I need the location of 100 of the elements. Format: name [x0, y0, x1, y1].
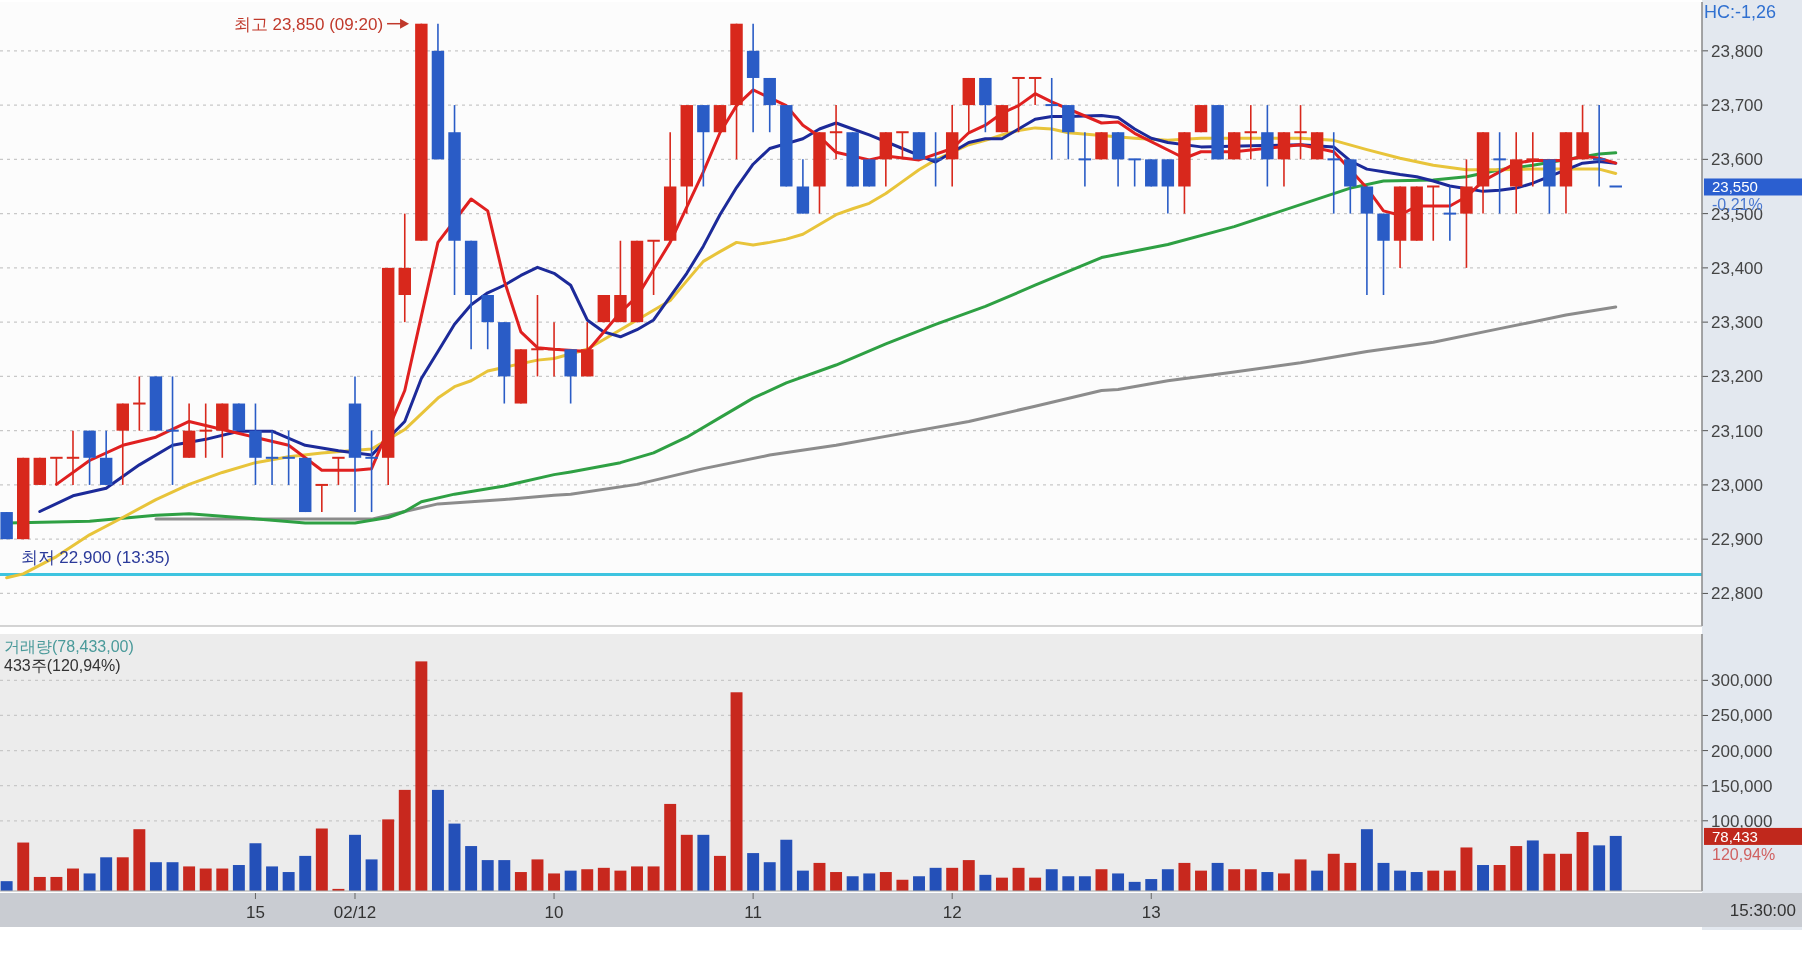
x-tick-label: 12	[942, 903, 962, 922]
bar	[531, 859, 544, 891]
text: 23,550	[1712, 178, 1758, 196]
bar	[1045, 869, 1058, 891]
candlestick	[1128, 158, 1141, 188]
candlestick	[929, 131, 942, 188]
bar	[548, 873, 561, 891]
bar	[1012, 867, 1025, 891]
text: HC:-1,26	[1704, 2, 1777, 22]
bar	[50, 876, 63, 891]
x-tick-label: 02/12	[333, 903, 377, 922]
bar	[282, 872, 295, 891]
y-tick-label: 22,900	[1711, 530, 1763, 550]
candlestick	[1427, 185, 1440, 242]
bar	[166, 862, 179, 891]
bar	[100, 857, 113, 891]
bar	[1593, 845, 1606, 891]
bar	[1460, 847, 1473, 891]
y-tick-label: 200,000	[1711, 741, 1773, 761]
candlestick	[1443, 185, 1457, 242]
y-tick-label: 250,000	[1711, 706, 1773, 726]
bar	[581, 869, 594, 891]
candlestick	[365, 429, 378, 513]
candlestick	[315, 483, 329, 513]
candlestick	[1526, 131, 1540, 188]
candlestick	[166, 375, 179, 486]
bar	[183, 866, 196, 891]
bar	[33, 876, 46, 891]
bar	[382, 819, 395, 891]
bar	[1112, 873, 1125, 891]
bar	[713, 855, 726, 891]
line-series	[154, 305, 1618, 521]
bar	[448, 823, 461, 891]
bar	[299, 855, 312, 891]
annotation: 최고 23,850 (09:20)	[233, 14, 384, 34]
text: 15:30:00	[1729, 901, 1796, 920]
y-tick-label: 22,800	[1711, 584, 1763, 604]
bar	[631, 866, 643, 891]
bar	[1576, 832, 1589, 891]
y-tick-label: 23,300	[1711, 313, 1763, 333]
x-tick-label: 11	[744, 903, 762, 922]
x-tick-label: 13	[1141, 903, 1161, 922]
annotation: 거래량(78,433,00)	[4, 638, 134, 655]
candlestick	[199, 402, 212, 459]
candlestick	[1327, 131, 1340, 215]
bar	[1277, 873, 1290, 891]
text: 120,94%	[1712, 845, 1776, 863]
y-tick-label: 23,700	[1711, 96, 1763, 116]
y-tick-label: 23,200	[1711, 367, 1763, 387]
bar	[1609, 835, 1622, 891]
bar	[266, 866, 279, 891]
bar	[1526, 840, 1539, 891]
bar	[1560, 853, 1572, 891]
bar	[116, 857, 129, 891]
bar	[929, 867, 942, 891]
bar	[17, 842, 30, 891]
candlestick	[1078, 131, 1092, 188]
bar	[1510, 846, 1523, 891]
candlestick	[1294, 104, 1307, 161]
bar	[1228, 869, 1241, 891]
bar	[199, 868, 212, 891]
bar	[465, 846, 478, 891]
bar	[481, 860, 494, 891]
bar	[1344, 862, 1357, 891]
bar	[1394, 870, 1407, 891]
bar	[1062, 876, 1075, 891]
bar	[1261, 872, 1274, 891]
candlestick	[1493, 131, 1506, 215]
candlestick	[531, 294, 544, 378]
bar	[780, 839, 793, 891]
bar	[514, 872, 527, 891]
bar	[1195, 870, 1207, 891]
candlestick	[282, 429, 295, 486]
bar	[149, 862, 162, 891]
bar	[1244, 869, 1257, 891]
bar	[597, 867, 610, 891]
bar	[846, 876, 859, 891]
bar	[1311, 870, 1324, 891]
bar	[614, 870, 627, 891]
bar	[431, 789, 444, 891]
bar	[1543, 853, 1556, 891]
candlestick	[1244, 104, 1258, 161]
bar	[896, 879, 909, 891]
bar	[0, 881, 13, 891]
y-tick-label: 23,400	[1711, 258, 1763, 278]
bar	[315, 828, 328, 891]
bar	[564, 870, 577, 891]
bar	[1493, 865, 1506, 891]
bar	[1178, 862, 1191, 891]
candlestick	[829, 104, 843, 161]
candlestick	[1592, 104, 1606, 188]
bar	[349, 834, 361, 891]
y-tick-label: 23,100	[1711, 421, 1763, 441]
bar	[647, 866, 660, 891]
bar	[730, 692, 743, 891]
bar	[1410, 872, 1423, 891]
candlestick	[647, 239, 660, 296]
candlestick	[1045, 77, 1058, 161]
annotation: 433주(120,94%)	[4, 657, 121, 674]
bar	[664, 803, 677, 891]
